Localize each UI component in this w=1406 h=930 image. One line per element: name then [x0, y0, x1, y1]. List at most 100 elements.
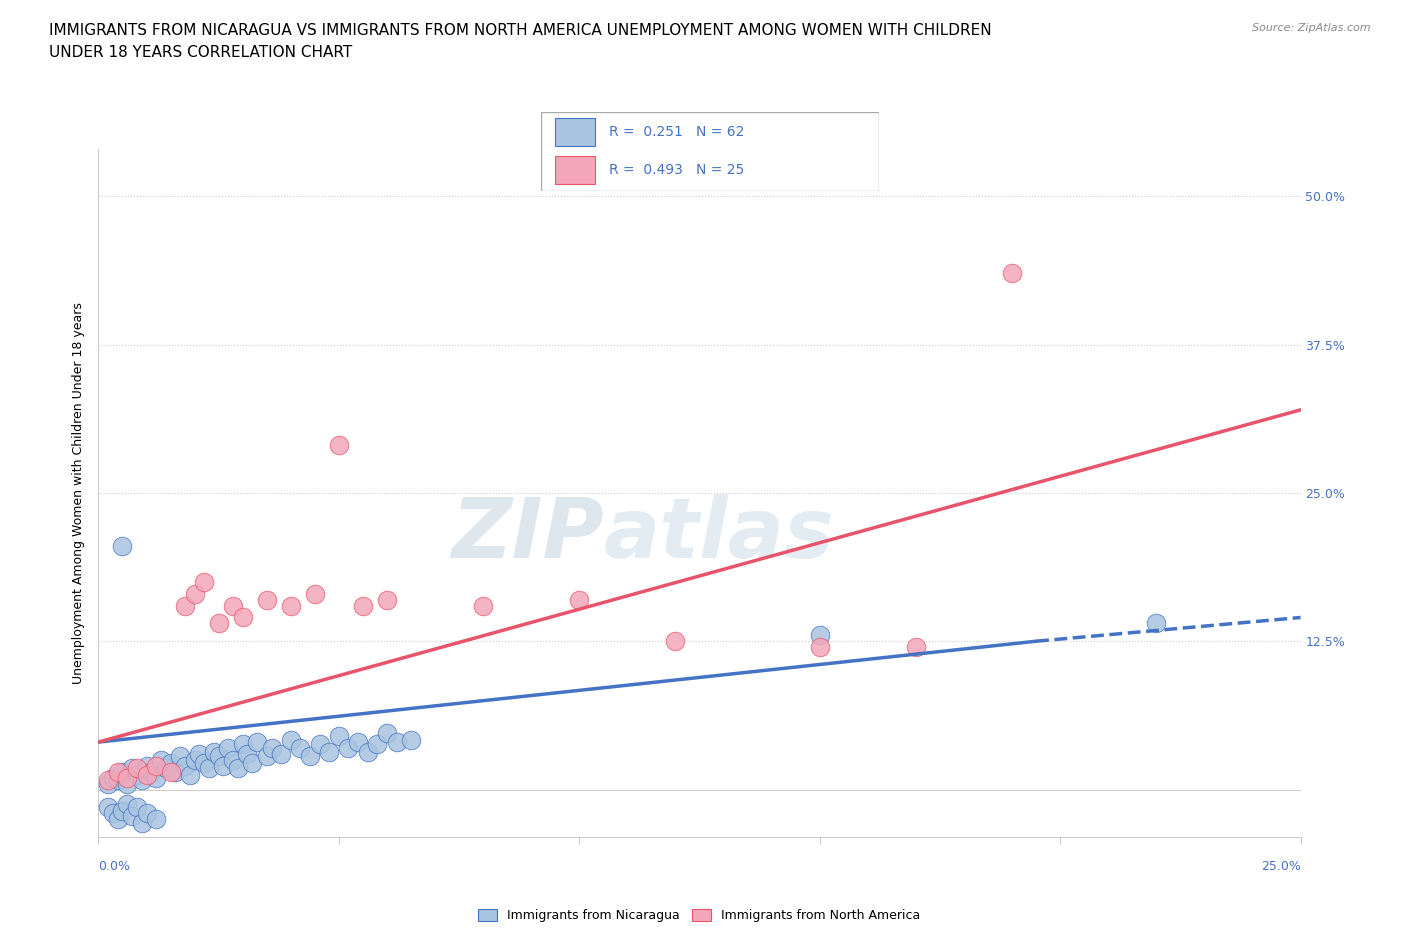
Point — [399, 732, 422, 747]
Point — [111, 538, 134, 553]
Point — [97, 777, 120, 791]
Text: 25.0%: 25.0% — [1261, 860, 1301, 873]
Point — [337, 740, 360, 755]
Text: R =  0.493   N = 25: R = 0.493 N = 25 — [609, 163, 744, 177]
Point — [193, 756, 215, 771]
Point — [169, 749, 191, 764]
Point — [117, 796, 139, 811]
Point — [125, 768, 148, 783]
Point — [141, 764, 163, 779]
Point — [198, 761, 221, 776]
Point — [145, 758, 167, 773]
Point — [385, 735, 408, 750]
Point — [155, 761, 177, 776]
Point — [328, 729, 350, 744]
Point — [290, 740, 312, 755]
Point — [226, 761, 249, 776]
Point — [107, 764, 129, 779]
Point — [260, 740, 283, 755]
Point — [188, 747, 211, 762]
Point — [97, 800, 120, 815]
Point — [217, 740, 239, 755]
Point — [318, 744, 340, 759]
Point — [183, 586, 205, 601]
Point — [232, 737, 254, 751]
Point — [308, 737, 330, 751]
Point — [304, 586, 326, 601]
Text: UNDER 18 YEARS CORRELATION CHART: UNDER 18 YEARS CORRELATION CHART — [49, 45, 353, 60]
Point — [375, 592, 398, 607]
Text: 0.0%: 0.0% — [98, 860, 131, 873]
FancyBboxPatch shape — [555, 118, 595, 146]
Point — [97, 773, 120, 788]
Point — [125, 761, 148, 776]
Point — [232, 610, 254, 625]
Point — [222, 598, 245, 613]
Text: R =  0.251   N = 62: R = 0.251 N = 62 — [609, 126, 744, 140]
Y-axis label: Unemployment Among Women with Children Under 18 years: Unemployment Among Women with Children U… — [72, 302, 86, 684]
Point — [280, 732, 302, 747]
Point — [101, 805, 124, 820]
Point — [179, 768, 201, 783]
Point — [159, 756, 181, 771]
Point — [222, 752, 245, 767]
Point — [808, 640, 831, 655]
Point — [174, 598, 197, 613]
Point — [1144, 616, 1167, 631]
Point — [159, 764, 181, 779]
Point — [202, 744, 225, 759]
Point — [256, 592, 278, 607]
Point — [256, 749, 278, 764]
Point — [165, 764, 187, 779]
Point — [212, 758, 235, 773]
Point — [117, 770, 139, 785]
Point — [270, 747, 292, 762]
Point — [236, 747, 259, 762]
Point — [135, 805, 157, 820]
Point — [145, 770, 167, 785]
Point — [111, 764, 134, 779]
Point — [208, 749, 231, 764]
Point — [149, 752, 172, 767]
Legend: Immigrants from Nicaragua, Immigrants from North America: Immigrants from Nicaragua, Immigrants fr… — [474, 904, 925, 927]
Point — [352, 598, 374, 613]
Point — [347, 735, 370, 750]
Point — [193, 575, 215, 590]
Point — [246, 735, 269, 750]
Point — [131, 816, 153, 830]
Point — [174, 758, 197, 773]
FancyBboxPatch shape — [555, 156, 595, 184]
Point — [121, 808, 143, 823]
Point — [1001, 266, 1024, 281]
Point — [357, 744, 380, 759]
Point — [328, 438, 350, 453]
Point — [808, 628, 831, 643]
Text: Source: ZipAtlas.com: Source: ZipAtlas.com — [1253, 23, 1371, 33]
Text: ZIP: ZIP — [451, 494, 603, 575]
Point — [117, 777, 139, 791]
Point — [135, 768, 157, 783]
Point — [298, 749, 321, 764]
Text: atlas: atlas — [603, 494, 834, 575]
Point — [121, 761, 143, 776]
Point — [375, 725, 398, 740]
FancyBboxPatch shape — [541, 112, 879, 191]
Point — [240, 756, 263, 771]
Point — [131, 773, 153, 788]
Point — [472, 598, 495, 613]
Point — [664, 633, 686, 648]
Point — [101, 770, 124, 785]
Point — [280, 598, 302, 613]
Point — [107, 773, 129, 788]
Point — [904, 640, 927, 655]
Point — [183, 752, 205, 767]
Text: IMMIGRANTS FROM NICARAGUA VS IMMIGRANTS FROM NORTH AMERICA UNEMPLOYMENT AMONG WO: IMMIGRANTS FROM NICARAGUA VS IMMIGRANTS … — [49, 23, 991, 38]
Point — [107, 812, 129, 827]
Point — [125, 800, 148, 815]
Point — [135, 758, 157, 773]
Point — [145, 812, 167, 827]
Point — [111, 804, 134, 818]
Point — [366, 737, 388, 751]
Point — [208, 616, 231, 631]
Point — [568, 592, 591, 607]
